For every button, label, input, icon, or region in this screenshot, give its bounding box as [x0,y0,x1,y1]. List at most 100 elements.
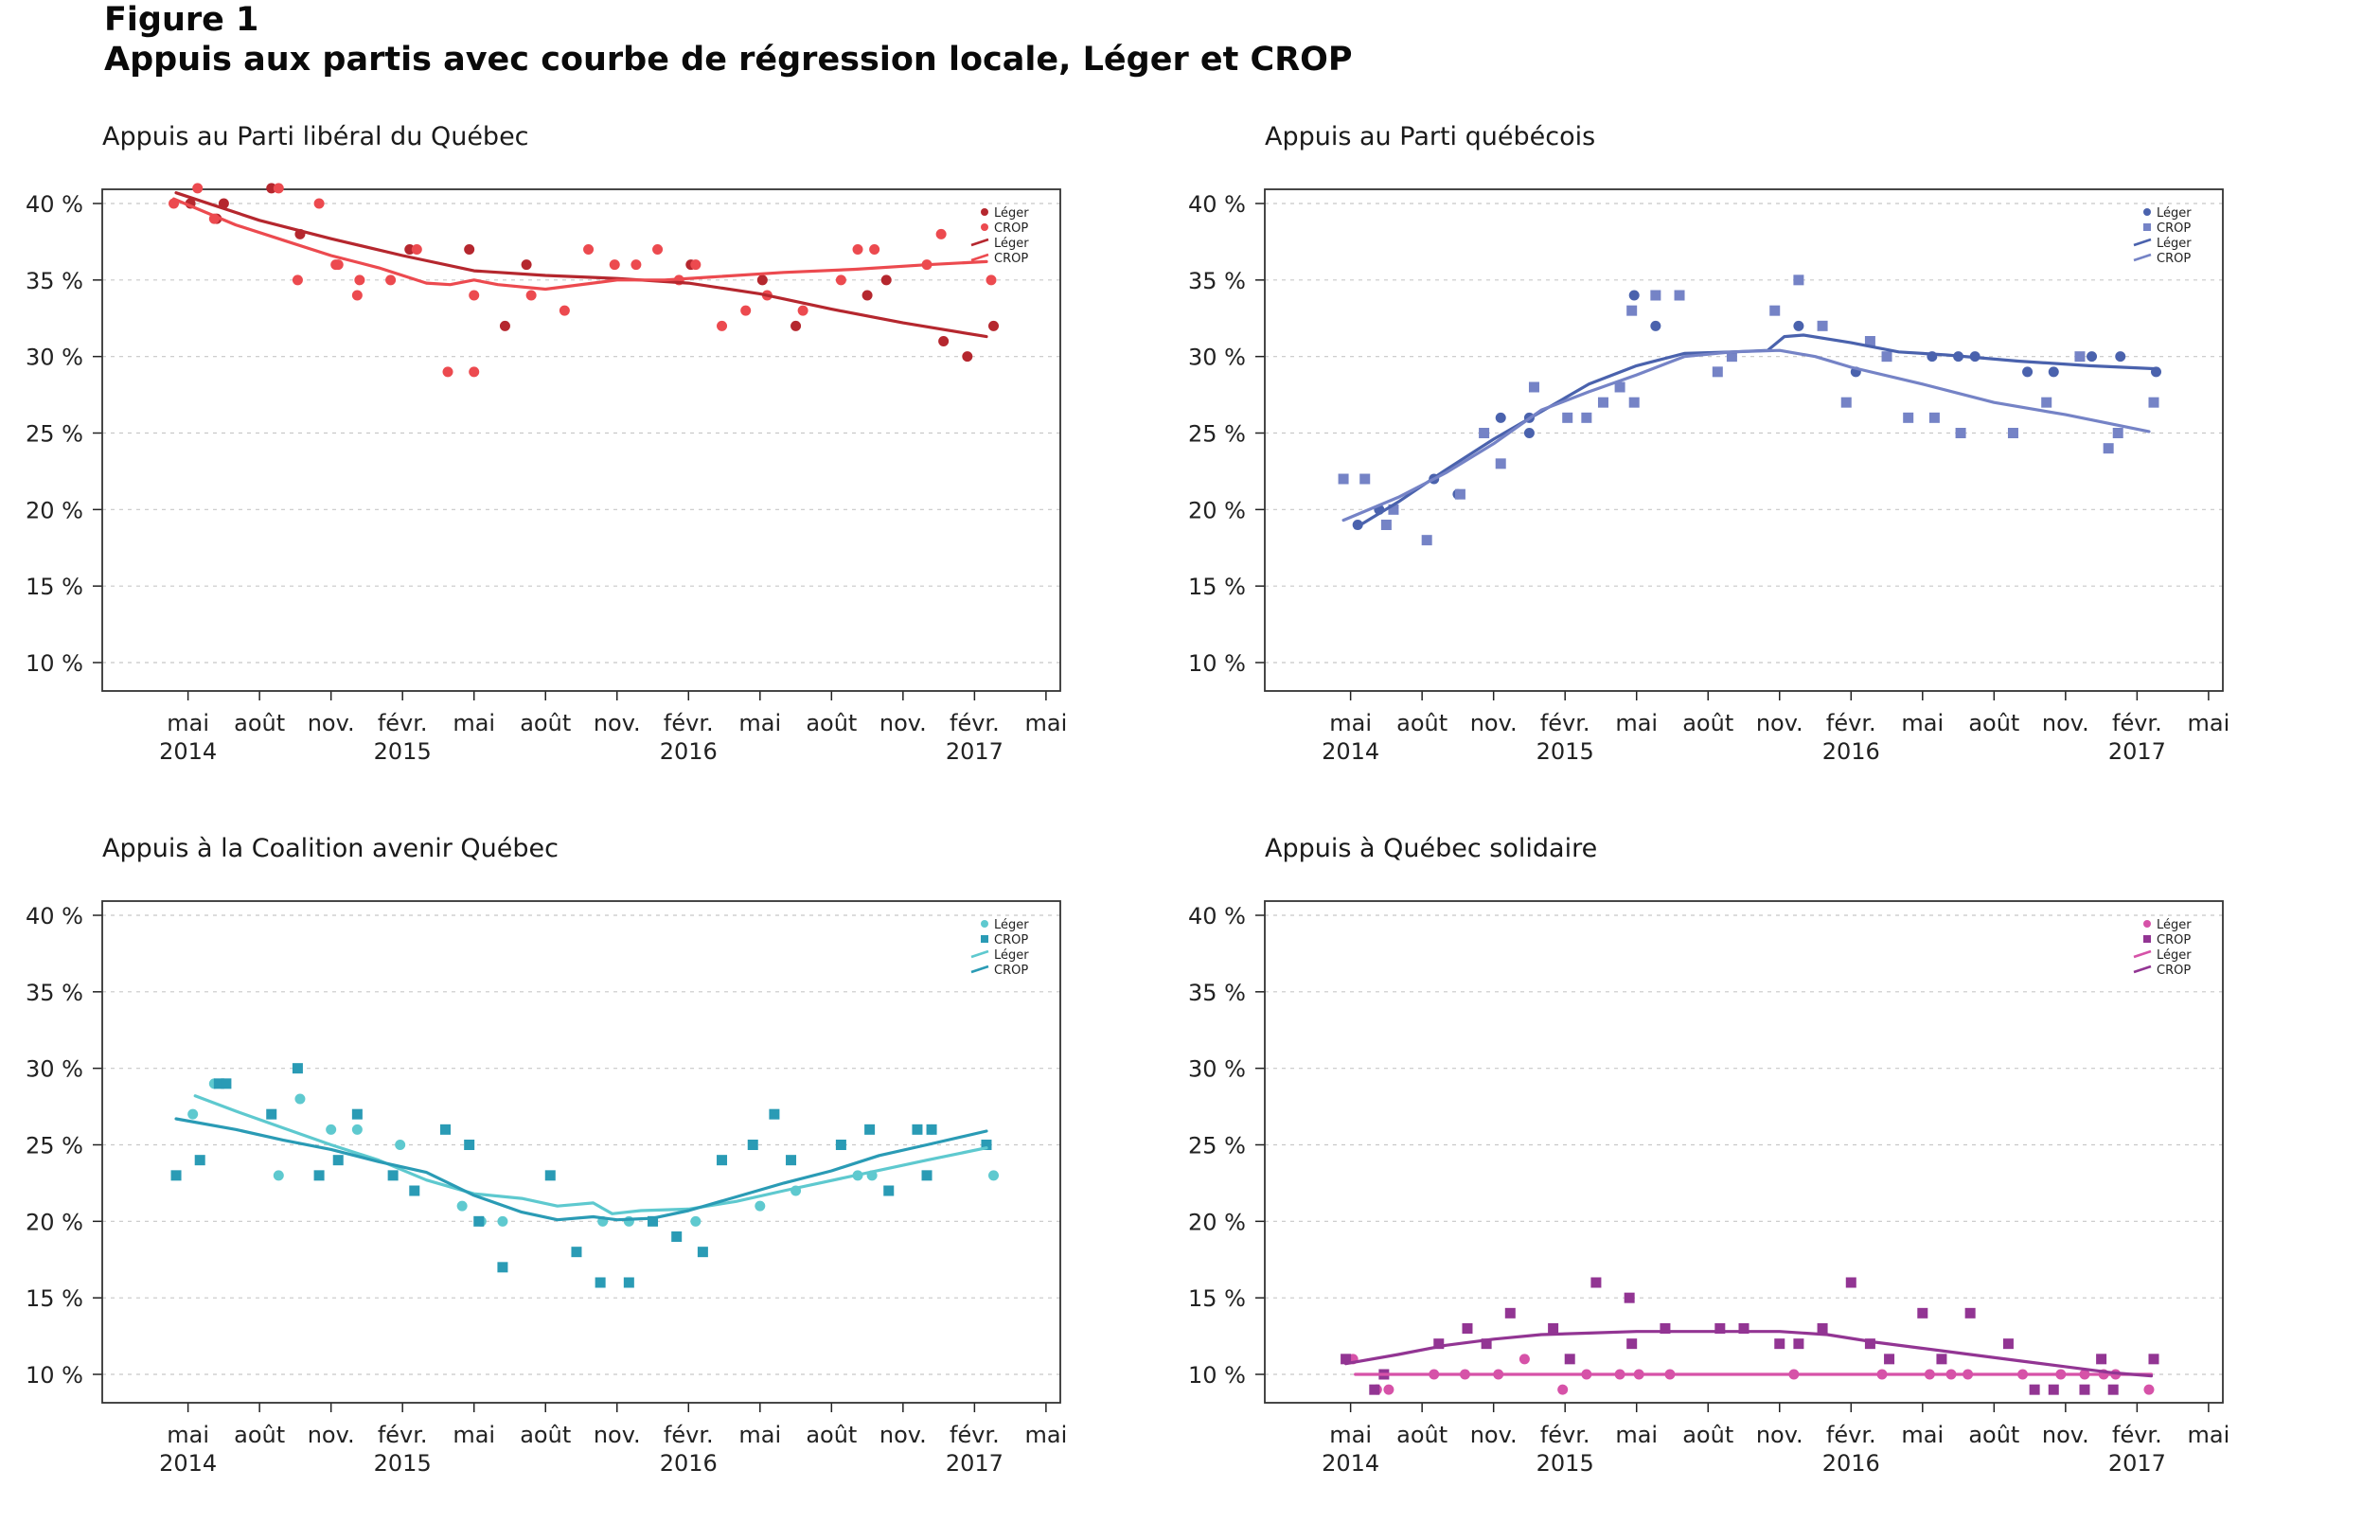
y-tick-label: 25 % [1188,421,1246,448]
data-point-square-crop [1628,397,1640,408]
legend-label: Léger [2157,206,2192,221]
data-point-crop [354,274,365,286]
x-tick-label: mai [2188,1422,2230,1448]
data-point-leger [1628,290,1640,301]
x-tick-label: févr. [664,710,714,736]
data-point-crop [631,259,642,271]
loess-curve-crop [1341,348,2151,522]
x-tick-label: févr. [1540,1422,1590,1448]
data-point-crop [583,244,595,255]
data-point-leger [1495,412,1506,423]
data-point-square-crop [1338,473,1349,485]
x-tick-label: nov. [594,1422,641,1448]
x-tick-label: août [234,710,285,736]
data-point-crop [469,290,480,301]
chart-title: Appuis à Québec solidaire [1265,834,1597,863]
legend-label: CROP [2157,252,2191,266]
data-point-square-crop [1774,1338,1785,1350]
data-point-leger [1523,428,1535,438]
x-tick-year: 2014 [1322,738,1379,765]
x-tick-label: nov. [2042,1422,2089,1448]
data-point-square-crop [1341,1354,1352,1365]
y-tick-label: 20 % [1188,1209,1246,1235]
data-point-square-crop [623,1277,634,1288]
data-point-square-crop [2002,1338,2014,1350]
data-point-square-crop [883,1185,895,1196]
data-point-square-crop [1903,412,1914,423]
loess-curve-leger [193,1094,988,1215]
x-tick-label: févr. [950,1422,1000,1448]
data-point-square-crop [544,1170,556,1181]
data-point-crop [332,259,344,271]
x-tick-year: 2015 [374,1450,432,1477]
data-point-leger [1650,320,1661,331]
data-point-crop [192,183,204,194]
y-tick-label: 20 % [26,1209,83,1235]
x-tick-label: mai [1901,710,1944,736]
x-tick-label: nov. [1756,710,1803,736]
x-tick-year: 2016 [660,1450,718,1477]
x-tick-label: nov. [308,1422,355,1448]
legend-line-swatch [970,949,989,959]
x-tick-label: mai [1615,1422,1658,1448]
data-point-square-crop [440,1124,452,1135]
data-point-square-crop [1581,412,1592,423]
data-point-square-crop [1840,397,1852,408]
data-point-square-crop [1614,381,1625,393]
x-tick-year: 2017 [2108,738,2166,765]
loess-curve-crop [171,197,988,292]
chart-title: Appuis au Parti québécois [1265,122,1595,151]
data-point-leger [756,274,768,286]
y-tick-label: 35 % [1188,268,1246,294]
legend-label: Léger [994,237,1029,251]
data-point-square-crop [213,1078,224,1089]
data-point-leger [1793,320,1804,331]
data-point-square-crop [1674,290,1685,301]
x-tick-label: mai [453,1422,495,1448]
y-tick-label: 35 % [26,268,83,294]
x-tick-label: févr. [1540,710,1590,736]
data-point-square-crop [921,1170,932,1181]
legend-label: Léger [994,206,1029,221]
legend-line-swatch [2133,965,2152,974]
data-point-square-crop [387,1170,399,1181]
x-tick-label: août [1968,1422,2019,1448]
data-point-square-crop [697,1247,708,1258]
x-tick-year: 2016 [1822,1450,1880,1477]
y-tick-label: 40 % [26,903,83,929]
legend-label: CROP [2157,933,2191,947]
data-point-crop [411,244,422,255]
data-point-square-crop [671,1231,683,1242]
data-point-leger [266,183,277,194]
loess-curve-leger [1354,333,2158,530]
data-point-crop [652,244,664,255]
data-point-leger [938,336,950,346]
data-point-square-crop [1626,305,1638,316]
data-point-crop [986,274,997,286]
x-tick-label: nov. [2042,710,2089,736]
data-point-square-crop [1454,488,1465,500]
x-tick-label: nov. [1756,1422,1803,1448]
y-tick-label: 30 % [1188,1056,1246,1083]
legend-label: Léger [2157,918,2192,932]
data-point-crop [469,366,480,378]
data-point-crop [935,228,947,239]
data-point-square-crop [1955,428,1966,438]
legend-point-swatch [981,223,988,231]
x-tick-label: mai [2188,710,2230,736]
data-point-square-crop [1624,1292,1635,1303]
loess-curve-crop [174,1117,988,1222]
y-tick-label: 15 % [26,1285,83,1312]
data-point-square-crop [1864,336,1875,346]
y-tick-label: 15 % [1188,1285,1246,1312]
data-point-square-crop [1380,520,1392,530]
y-tick-label: 15 % [1188,574,1246,600]
x-tick-label: août [1682,1422,1733,1448]
data-point-square-crop [1479,428,1490,438]
legend-label: Léger [994,918,1029,932]
data-point-square-crop [409,1185,420,1196]
chart-plq: Appuis au Parti libéral du Québec 40 % 35 … [26,122,1067,765]
plot-frame [101,900,1061,1404]
data-point-crop [609,259,620,271]
data-point-leger [2048,366,2059,378]
